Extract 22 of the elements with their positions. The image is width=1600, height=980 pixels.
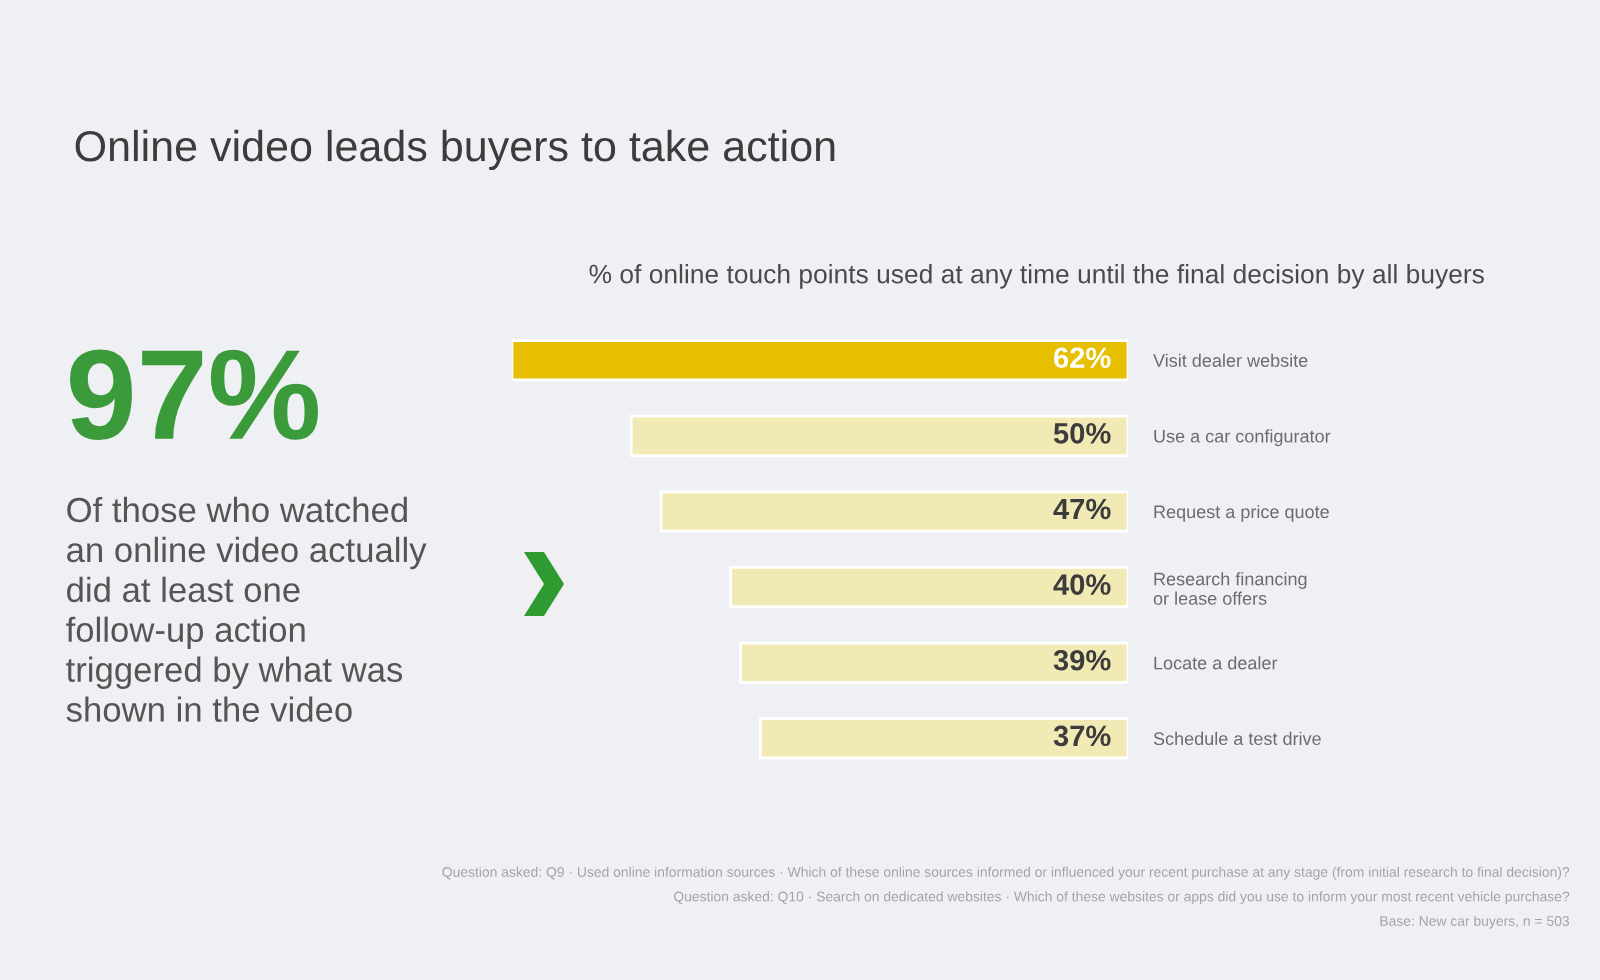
bar	[659, 490, 1128, 533]
y-tick-label: Visit dealer website	[1153, 353, 1308, 367]
text: 97%	[70, 349, 318, 441]
data-label: 39%	[1053, 649, 1111, 671]
bar	[729, 566, 1128, 609]
data-label: 47%	[1053, 498, 1111, 520]
y-tick-label: Request a price quote	[1154, 504, 1329, 522]
data-label: 50%	[1053, 423, 1111, 444]
bar	[629, 414, 1128, 457]
data-label: 40%	[1053, 574, 1111, 595]
chart-title: Online video leads buyers to take action	[75, 129, 835, 171]
y-tick-label: Locate a dealer	[1154, 656, 1278, 670]
bar	[759, 717, 1128, 760]
bar	[512, 339, 1128, 382]
chart-subtitle: % of online touch points used at any time until the final decision by all buyers	[589, 264, 1484, 289]
text: Of those who watched an online video actually did at least one follow-up action triggered by what was shown in the video	[66, 496, 427, 722]
data-label: 37%	[1053, 725, 1111, 747]
y-tick-label: Schedule a test drive	[1153, 731, 1321, 746]
bar	[739, 641, 1128, 684]
y-tick-label: Use a car configurator	[1154, 429, 1331, 447]
data-label: 62%	[1054, 347, 1111, 369]
y-tick-label: Research financing or lease offers	[1153, 572, 1307, 605]
